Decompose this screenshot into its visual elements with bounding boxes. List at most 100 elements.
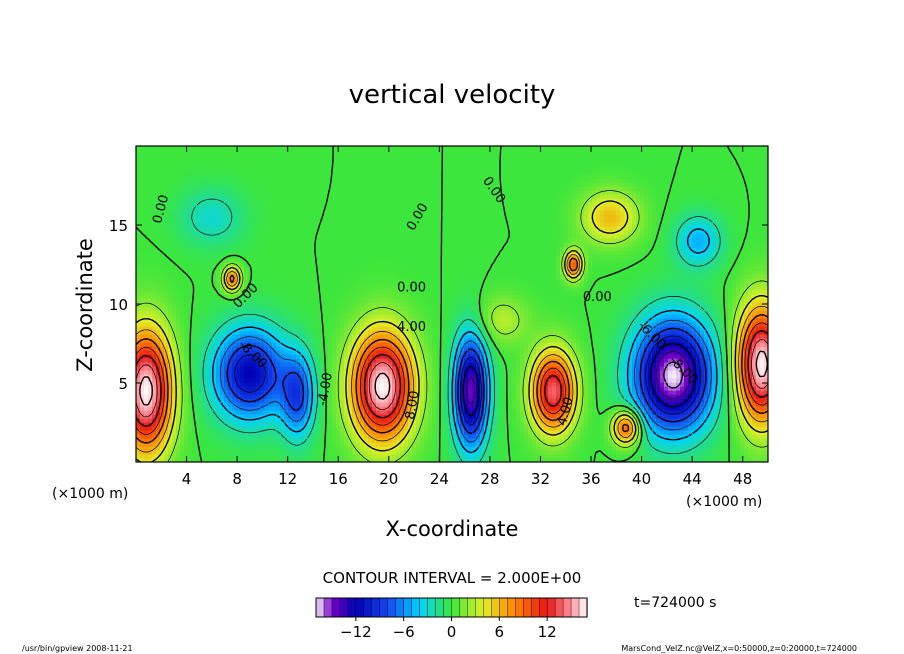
heatmap-cell [660, 422, 665, 427]
heatmap-cell [660, 362, 665, 367]
heatmap-cell [216, 338, 221, 343]
heatmap-cell [428, 338, 433, 343]
heatmap-cell [444, 430, 449, 435]
heatmap-cell [392, 430, 397, 435]
heatmap-cell [728, 354, 733, 359]
heatmap-cell [420, 406, 425, 411]
heatmap-cell [508, 426, 513, 431]
heatmap-cell [432, 414, 437, 419]
heatmap-cell [380, 394, 385, 399]
heatmap-cell [656, 390, 661, 395]
heatmap-cell [336, 354, 341, 359]
heatmap-cell [148, 446, 153, 451]
heatmap-cell [668, 442, 673, 447]
heatmap-cell [208, 362, 213, 367]
heatmap-cell [284, 446, 289, 451]
heatmap-cell [520, 454, 525, 459]
heatmap-cell [544, 438, 549, 443]
heatmap-cell [576, 442, 581, 447]
heatmap-cell [192, 362, 197, 367]
heatmap-cell [368, 454, 373, 459]
heatmap-cell [584, 378, 589, 383]
heatmap-cell [260, 342, 265, 347]
heatmap-cell [340, 454, 345, 459]
heatmap-cell [332, 346, 337, 351]
heatmap-cell [708, 418, 713, 423]
heatmap-cell [612, 366, 617, 371]
heatmap-cell [496, 450, 501, 455]
heatmap-cell [548, 438, 553, 443]
heatmap-cell [276, 418, 281, 423]
heatmap-cell [340, 378, 345, 383]
heatmap-cell [228, 394, 233, 399]
heatmap-cell [512, 426, 517, 431]
heatmap-cell [584, 394, 589, 399]
heatmap-cell [512, 422, 517, 427]
heatmap-cell [196, 346, 201, 351]
plot-area: 0.00 0.000.000.000.00 0.004.008.00-8.00-4.… [136, 146, 769, 463]
heatmap-cell [328, 434, 333, 439]
heatmap-cell [384, 382, 389, 387]
heatmap-cell [676, 434, 681, 439]
heatmap-cell [196, 378, 201, 383]
heatmap-cell [344, 410, 349, 415]
heatmap-cell [600, 430, 605, 435]
heatmap-cell [404, 446, 409, 451]
heatmap-cell [444, 434, 449, 439]
heatmap-cell [600, 378, 605, 383]
heatmap-cell [144, 342, 149, 347]
heatmap-cell [292, 426, 297, 431]
heatmap-cell [664, 422, 669, 427]
heatmap-cell [524, 338, 529, 343]
heatmap-cell [680, 390, 685, 395]
heatmap-cell [200, 438, 205, 443]
heatmap-cell [516, 410, 521, 415]
heatmap-cell [540, 450, 545, 455]
heatmap-cell [744, 350, 749, 355]
heatmap-cell [664, 442, 669, 447]
heatmap-cell [732, 438, 737, 443]
heatmap-cell [288, 410, 293, 415]
heatmap-cell [504, 342, 509, 347]
heatmap-cell [332, 362, 337, 367]
heatmap-cell [600, 374, 605, 379]
heatmap-cell [568, 438, 573, 443]
heatmap-cell [496, 430, 501, 435]
heatmap-cell [240, 366, 245, 371]
heatmap-cell [136, 442, 141, 447]
heatmap-cell [440, 434, 445, 439]
heatmap-cell [560, 446, 565, 451]
heatmap-cell [180, 370, 185, 375]
heatmap-cell [260, 438, 265, 443]
heatmap-cell [184, 346, 189, 351]
heatmap-cell [552, 370, 557, 375]
heatmap-cell [760, 358, 765, 363]
heatmap-cell [328, 338, 333, 343]
heatmap-cell [300, 374, 305, 379]
heatmap-cell [604, 382, 609, 387]
heatmap-cell [580, 450, 585, 455]
heatmap-cell [248, 434, 253, 439]
heatmap-cell [204, 430, 209, 435]
heatmap-cell [584, 406, 589, 411]
heatmap-cell [724, 414, 729, 419]
heatmap-cell [216, 358, 221, 363]
heatmap-cell [712, 438, 717, 443]
heatmap-cell [296, 454, 301, 459]
heatmap-cell [288, 382, 293, 387]
heatmap-cell [628, 378, 633, 383]
heatmap-cell [492, 430, 497, 435]
heatmap-cell [440, 450, 445, 455]
heatmap-cell [332, 434, 337, 439]
heatmap-cell [700, 450, 705, 455]
heatmap-cell [216, 454, 221, 459]
heatmap-cell [604, 342, 609, 347]
heatmap-cell [144, 378, 149, 383]
heatmap-cell [568, 350, 573, 355]
heatmap-cell [604, 346, 609, 351]
heatmap-cell [444, 454, 449, 459]
heatmap-cell [760, 434, 765, 439]
heatmap-cell [176, 406, 181, 411]
heatmap-cell [192, 434, 197, 439]
heatmap-cell [384, 418, 389, 423]
